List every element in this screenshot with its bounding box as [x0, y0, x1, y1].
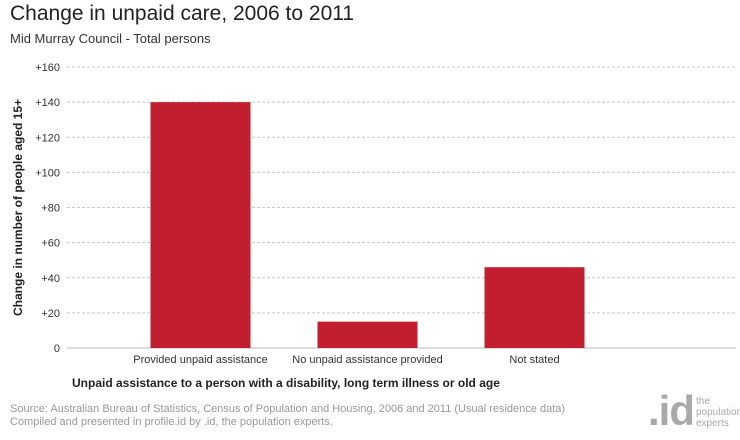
x-axis-title: Unpaid assistance to a person with a dis…	[72, 376, 500, 390]
y-tick-label: +60	[41, 238, 60, 250]
logo-tagline-line: population	[696, 407, 740, 418]
bar	[484, 267, 585, 348]
x-tick-label: Not stated	[509, 354, 559, 366]
bar	[317, 321, 418, 348]
y-tick-label: +80	[41, 203, 60, 215]
logo-tagline-line: the	[696, 396, 710, 407]
y-tick-label: 0	[54, 343, 60, 355]
id-logo: .id the population experts	[648, 387, 740, 437]
logo-tagline: the population experts	[696, 396, 740, 429]
bar-chart: 0 +20 +40 +60 +80 +100 +120 +140 +160 Provided un…	[11, 62, 736, 390]
y-tick-label: +160	[35, 62, 60, 74]
y-tick-label: +20	[41, 308, 60, 320]
logo-tagline-line: experts	[696, 418, 729, 429]
chart-title: Change in unpaid care, 2006 to 2011	[10, 2, 355, 25]
logo-mark: .id	[648, 387, 695, 434]
bar	[150, 102, 251, 348]
compiled-line: Compiled and presented in profile.id by …	[10, 416, 333, 428]
y-axis-title: Change in number of people aged 15+	[11, 99, 25, 316]
y-tick-label: +140	[35, 97, 60, 109]
y-tick-label: +40	[41, 273, 60, 285]
y-tick-label: +100	[35, 167, 60, 179]
y-tick-label: +120	[35, 132, 60, 144]
source-line: Source: Australian Bureau of Statistics,…	[10, 403, 566, 415]
chart-subtitle: Mid Murray Council - Total persons	[10, 31, 211, 46]
source-note: Source: Australian Bureau of Statistics,…	[10, 403, 565, 429]
x-tick-label: No unpaid assistance provided	[292, 354, 442, 366]
x-tick-label: Provided unpaid assistance	[133, 354, 268, 366]
